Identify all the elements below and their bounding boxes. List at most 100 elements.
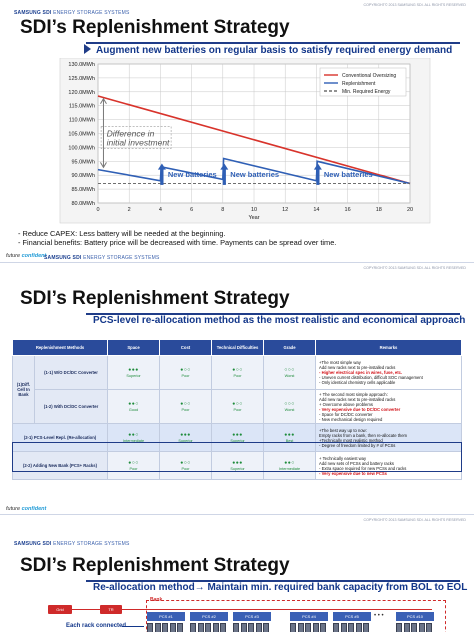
battery-rack [396,623,402,632]
battery-rack [355,623,362,632]
bullet-capex: - Reduce CAPEX: Less battery will be nee… [18,229,226,238]
pcs-ellipsis: • • • [374,613,384,619]
remark-line: - Only identical chemistry cells applica… [319,380,396,385]
remark-line: +The best way up to now: [319,427,367,433]
rating-dots: ●●● [232,432,243,438]
footer-logo-b: confident [21,253,47,259]
brand-logo: SAMSUNG SDI ENERGY STORAGE SYSTEMS [14,541,130,547]
new-battery-arrow-head [157,163,166,170]
pcs-1: PCS #1 [147,612,185,621]
grade-rating-cell: ○○○ Worst [263,355,317,390]
x-tick-label: 8 [221,207,224,213]
y-tick-label: 115.0MWh [69,104,95,110]
grade-rating-cell: ●●○ Intermediate [263,451,317,480]
rating-level: Poor [233,408,242,412]
remark-line: - Higher electrical spec in wires, fuse,… [319,370,403,375]
x-tick-label: 0 [96,207,99,213]
bus-line [122,609,432,610]
bullet-financial: - Financial benefits: Battery price will… [18,238,337,247]
footer-logo-b: confident [21,506,47,512]
rating-dots: ●●● [232,460,243,466]
remark-line: + Technically easiest way [319,455,367,461]
difference-box [100,126,172,149]
rating-level: Intermediate [278,467,301,471]
cost-rating-cell: ●○○ Poor [159,389,213,424]
page-title: SDI’s Replenishment Strategy [20,288,290,309]
x-tick-label: 10 [251,207,257,213]
remark-line: +Technically most realistic method [319,437,383,443]
y-tick-label: 95.0MWh [71,159,95,165]
method-cell: (2-1) PCS-Level Repl. (Re-allocation) [11,423,109,452]
brand-suffix: ENERGY STORAGE SYSTEMS [53,541,130,547]
battery-rack [418,623,425,632]
remark-line: + The second most simple approach: [319,391,388,397]
rating-level: Best [285,439,294,443]
space-rating-cell: ●○○ Poor [107,451,161,480]
remarks-cell: +The best way up to now: Empty racks fro… [315,423,462,452]
y-tick-label: 120.0MWh [68,90,95,96]
battery-rack [255,623,262,632]
x-tick-label: 6 [190,207,193,213]
battery-rack [348,623,354,632]
method-cell: (2-2) Adding New Bank (PCS+ Racks) [11,451,109,480]
footer-logo-a: future [6,506,21,512]
rating-dots: ○○○ [284,401,295,407]
battery-rack [240,623,247,632]
legend-label: Replenishment [342,81,376,87]
battery-rack [169,623,176,632]
col-technical: Technical Difficulties [211,339,265,356]
difference-arrow-head-down [100,162,107,169]
title-rule [86,313,460,315]
comparison-table: Replenishment Methods Space Cost Technic… [11,339,462,480]
footer-brand: SAMSUNG SDI ENERGY STORAGE SYSTEMS [44,255,160,261]
legend-label: Min. Required Energy [342,89,391,95]
space-rating-cell: ●●○ Good [107,389,161,424]
rating-dots: ○○○ [284,367,295,373]
col-grade: Grade [263,339,317,356]
remark-line: Empty racks from a bank, then re-allocat… [319,432,408,438]
remark-line: Add new racks next to pre-installed rack… [319,365,396,370]
tech-rating-cell: ●●● Superior [211,423,265,452]
y-tick-label: 125.0MWh [68,76,95,82]
battery-rack [248,623,254,632]
battery-rack [205,623,211,632]
cost-rating-cell: ●○○ Poor [159,451,213,480]
rating-dots: ●●○ [128,432,139,438]
tech-rating-cell: ●○○ Poor [211,355,265,390]
legend-label: Conventional Oversizing [342,73,396,79]
col-methods: Replenishment Methods [11,339,109,356]
x-tick-label: 12 [282,207,288,213]
table-row: (2-1) PCS-Level Repl. (Re-allocation) ●●○… [11,423,462,452]
battery-rack [212,623,219,632]
rating-level: Superior [126,374,141,378]
grid-node: Grid [48,605,72,614]
table-row: (1)Diff. Cell In Bank (1-1) W/O DC/DC Con… [12,355,462,424]
rating-level: Poor [181,467,190,471]
slide-subtitle: PCS-level re-allocation method as the mo… [93,315,466,326]
brand-logo: SAMSUNG SDI ENERGY STORAGE SYSTEMS [14,10,130,16]
bullet-list: - Reduce CAPEX: Less battery will be nee… [18,229,336,247]
copyright-text: COPYRIGHT© 2013 SAMSUNG SDI. ALL RIGHTS … [363,518,466,522]
brand-suffix: ENERGY STORAGE SYSTEMS [53,10,130,16]
battery-rack [233,623,239,632]
rating-level: Worst [284,374,295,378]
rating-level: Superior [230,467,245,471]
rating-level: Good [128,408,139,412]
new-batteries-label: New batteries [168,170,217,179]
slide-2: COPYRIGHT© 2013 SAMSUNG SDI. ALL RIGHTS … [0,262,474,514]
rating-dots: ●●○ [128,401,139,407]
rating-dots: ●○○ [180,401,191,407]
battery-rack [411,623,417,632]
reallocation-diagram: Grid TR Bank PCS #1 PCS #2 PCS #3 PCS #4… [0,593,474,632]
new-battery-arrow-head [313,163,322,170]
remark-line: + Overcome above problems [319,401,373,407]
col-space: Space [107,339,161,356]
pcs-4: PCS #4 [290,612,328,621]
x-tick-label: 2 [128,207,131,213]
footer-logo: future confident [6,506,46,512]
x-tick-label: 16 [345,207,351,213]
tr-node: TR [100,605,122,614]
pcs-10: PCS #10 [396,612,434,621]
pcs-5: PCS #5 [333,612,371,621]
y-tick-label: 90.0MWh [71,173,95,179]
